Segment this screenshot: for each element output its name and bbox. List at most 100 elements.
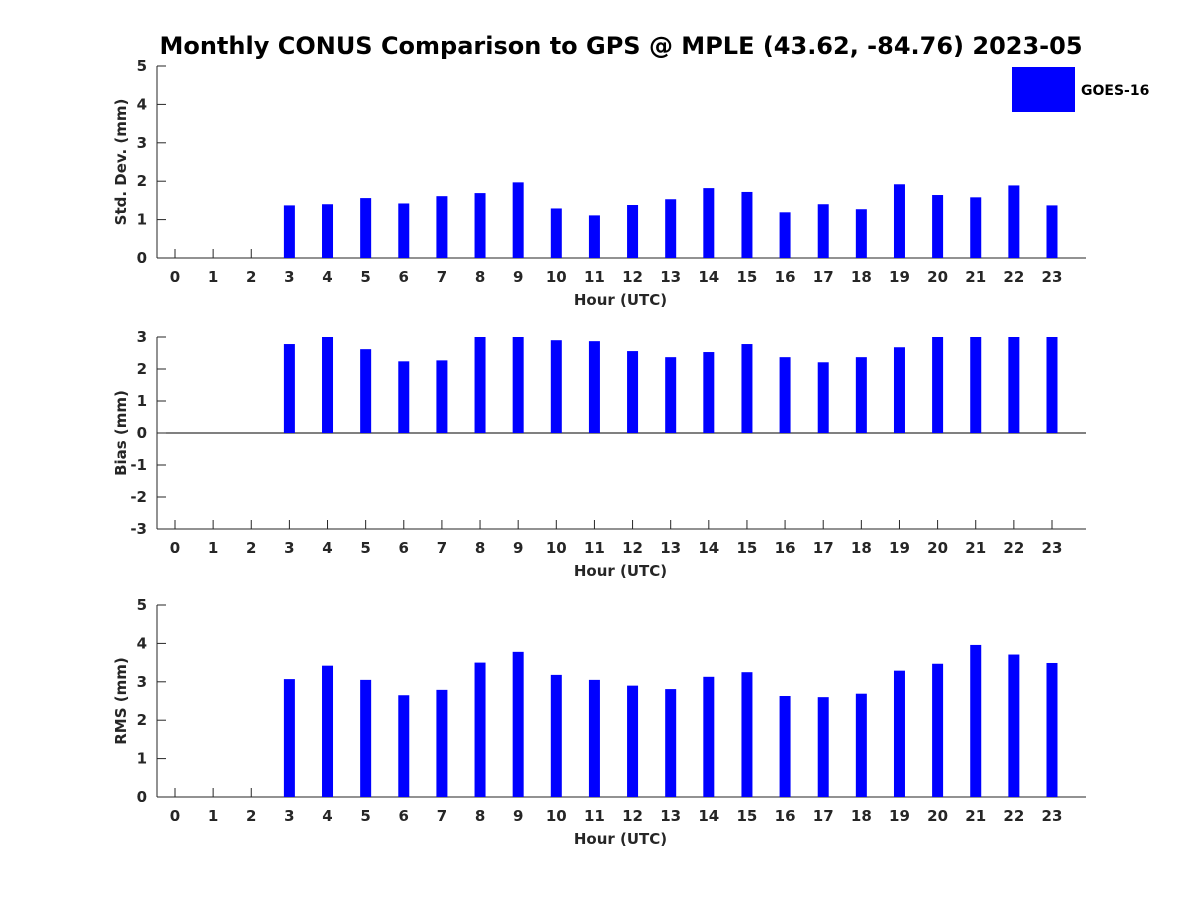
x-tick-label: 16 <box>775 807 796 825</box>
x-tick-label: 1 <box>208 539 218 557</box>
bar-hour-6 <box>398 361 410 433</box>
bar-hour-23 <box>1046 337 1058 433</box>
bar-hour-5 <box>360 198 372 258</box>
x-tick-label: 22 <box>1003 807 1024 825</box>
bar-hour-12 <box>627 351 639 433</box>
y-tick-label: -3 <box>130 520 147 538</box>
bar-hour-19 <box>893 670 905 797</box>
x-tick-label: 7 <box>437 268 447 286</box>
bar-hour-22 <box>1008 654 1020 797</box>
bar-hour-16 <box>779 357 791 433</box>
bar-hour-5 <box>360 679 372 797</box>
x-tick-label: 12 <box>622 807 643 825</box>
x-tick-label: 10 <box>546 539 567 557</box>
x-tick-label: 0 <box>170 268 180 286</box>
bar-hour-13 <box>665 199 677 258</box>
x-tick-label: 5 <box>360 268 370 286</box>
x-tick-label: 4 <box>322 807 332 825</box>
x-tick-label: 16 <box>775 539 796 557</box>
y-tick-label: 5 <box>137 57 147 75</box>
bar-hour-21 <box>970 337 982 433</box>
x-tick-label: 5 <box>360 539 370 557</box>
y-tick-label: 1 <box>137 392 147 410</box>
x-tick-label: 21 <box>965 539 986 557</box>
bar-hour-19 <box>893 347 905 433</box>
bar-hour-18 <box>855 357 867 433</box>
legend-swatch <box>1012 67 1075 112</box>
x-tick-label: 20 <box>927 807 948 825</box>
x-tick-label: 9 <box>513 539 523 557</box>
x-tick-label: 10 <box>546 807 567 825</box>
x-tick-label: 8 <box>475 807 485 825</box>
bar-hour-19 <box>893 184 905 258</box>
bar-hour-14 <box>703 188 715 258</box>
bar-hour-7 <box>436 196 448 258</box>
bar-hour-9 <box>512 182 524 258</box>
x-tick-label: 0 <box>170 807 180 825</box>
bar-hour-16 <box>779 696 791 797</box>
x-tick-label: 13 <box>660 807 681 825</box>
x-tick-label: 9 <box>513 807 523 825</box>
bar-hour-9 <box>512 337 524 433</box>
bar-hour-4 <box>322 337 334 433</box>
bar-hour-23 <box>1046 205 1058 258</box>
bar-hour-15 <box>741 191 753 258</box>
x-tick-label: 6 <box>399 539 409 557</box>
bar-hour-3 <box>283 679 295 797</box>
bar-hour-8 <box>474 662 486 797</box>
bar-hour-4 <box>322 665 334 797</box>
bar-hour-20 <box>932 337 944 433</box>
y-tick-label: 4 <box>137 634 147 652</box>
bar-hour-8 <box>474 193 486 258</box>
x-tick-label: 4 <box>322 268 332 286</box>
bar-hour-6 <box>398 695 410 797</box>
bar-hour-17 <box>817 362 829 433</box>
x-tick-label: 20 <box>927 539 948 557</box>
x-tick-label: 16 <box>775 268 796 286</box>
bar-hour-18 <box>855 693 867 797</box>
y-tick-label: 5 <box>137 596 147 614</box>
y-tick-label: -1 <box>130 456 147 474</box>
bar-hour-20 <box>932 195 944 258</box>
x-tick-label: 18 <box>851 807 872 825</box>
x-tick-label: 8 <box>475 268 485 286</box>
y-tick-label: 3 <box>137 673 147 691</box>
x-tick-label: 1 <box>208 807 218 825</box>
x-tick-label: 18 <box>851 539 872 557</box>
x-tick-label: 7 <box>437 539 447 557</box>
bar-hour-20 <box>932 663 944 797</box>
bar-hour-17 <box>817 697 829 797</box>
bar-hour-4 <box>322 204 334 258</box>
bar-hour-7 <box>436 360 448 433</box>
x-tick-label: 23 <box>1042 268 1063 286</box>
x-tick-label: 19 <box>889 807 910 825</box>
bar-hour-9 <box>512 651 524 797</box>
x-tick-label: 12 <box>622 539 643 557</box>
y-axis-label: Std. Dev. (mm) <box>112 99 130 226</box>
y-tick-label: 1 <box>137 211 147 229</box>
x-tick-label: 22 <box>1003 268 1024 286</box>
x-tick-label: 5 <box>360 807 370 825</box>
x-tick-label: 12 <box>622 268 643 286</box>
x-axis-label: Hour (UTC) <box>574 830 667 848</box>
x-tick-label: 19 <box>889 268 910 286</box>
x-tick-label: 11 <box>584 268 605 286</box>
x-tick-label: 14 <box>698 539 719 557</box>
bar-hour-13 <box>665 357 677 433</box>
y-tick-label: 4 <box>137 95 147 113</box>
bar-hour-18 <box>855 209 867 258</box>
x-tick-label: 3 <box>284 807 294 825</box>
chart-title: Monthly CONUS Comparison to GPS @ MPLE (… <box>159 32 1082 60</box>
x-tick-label: 23 <box>1042 539 1063 557</box>
bar-hour-11 <box>588 679 600 797</box>
x-tick-label: 2 <box>246 807 256 825</box>
bar-hour-3 <box>283 344 295 433</box>
x-tick-label: 6 <box>399 268 409 286</box>
x-tick-label: 15 <box>737 807 758 825</box>
x-tick-label: 13 <box>660 539 681 557</box>
